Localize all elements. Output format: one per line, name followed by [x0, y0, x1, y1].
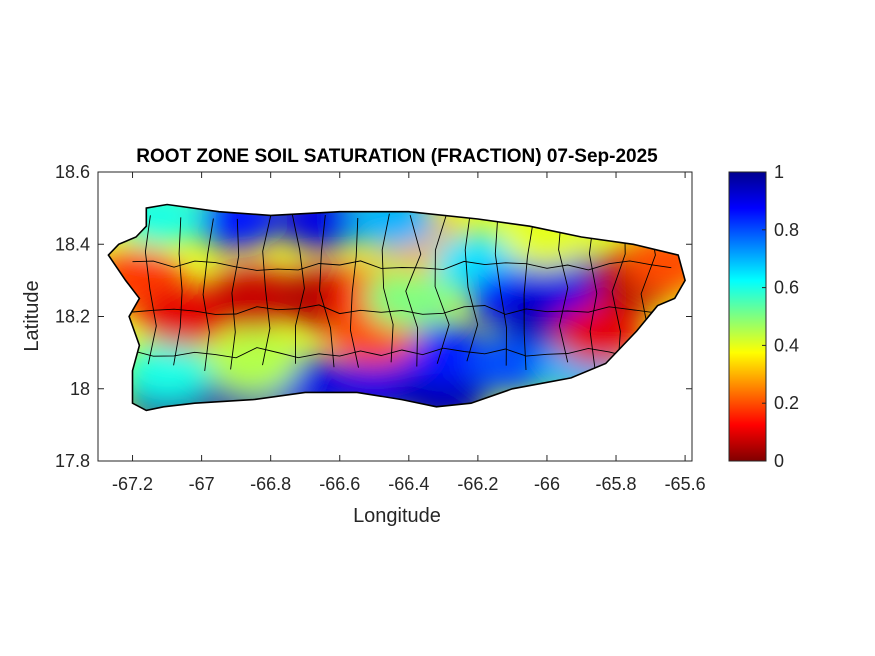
colorbar-ticks: 0 0.2 0.4 0.6 0.8 1 [762, 162, 799, 471]
x-axis-label: Longitude [353, 505, 441, 527]
y-axis-label: Latitude [21, 280, 43, 351]
y-tick-label: 17.8 [55, 451, 90, 471]
saturation-zone [122, 340, 212, 402]
municipal-boundary [319, 214, 335, 368]
y-tick-label: 18.2 [55, 307, 90, 327]
x-tick-label: -66.2 [457, 474, 498, 494]
colorbar-gradient [728, 171, 767, 462]
municipal-boundary [434, 213, 450, 364]
municipal-boundary [173, 217, 183, 366]
municipal-boundary [230, 218, 240, 370]
x-tick-label: -65.6 [665, 474, 706, 494]
y-tick-label: 18.6 [55, 162, 90, 182]
x-tick-label: -67.2 [112, 474, 153, 494]
municipal-boundary [132, 304, 672, 315]
municipal-boundary [144, 215, 157, 365]
municipal-boundary [132, 260, 672, 271]
colorbar-tick-label: 0.6 [774, 278, 799, 298]
saturation-zone [277, 204, 368, 250]
municipal-boundary [588, 215, 598, 370]
x-tick-label: -66.6 [319, 474, 360, 494]
municipal-boundary [464, 212, 479, 362]
colorbar: 0 0.2 0.4 0.6 0.8 1 [728, 162, 799, 471]
municipal-boundary [262, 213, 272, 366]
saturation-zone [398, 321, 489, 384]
saturation-zone [467, 332, 558, 395]
y-tick-label: 18.4 [55, 234, 90, 254]
saturation-zone [139, 285, 230, 348]
colorbar-tick-label: 0.2 [774, 393, 799, 413]
x-axis: -67.2 -67 -66.8 -66.6 -66.4 -66.2 -66 -65.8 -65.… [112, 172, 706, 494]
y-axis: 17.8 18 18.2 18.4 18.6 [55, 162, 692, 471]
municipal-boundary [132, 347, 672, 359]
municipal-boundary [558, 211, 569, 363]
saturation-zone [191, 204, 282, 250]
municipal-boundary [523, 218, 535, 371]
municipal-boundary [349, 217, 359, 368]
colorbar-tick-label: 0.4 [774, 335, 799, 355]
municipal-boundary [494, 216, 507, 366]
x-tick-label: -66.4 [388, 474, 429, 494]
municipal-boundary [381, 213, 394, 363]
saturation-zone [398, 365, 489, 411]
chart-title: ROOT ZONE SOIL SATURATION (FRACTION) 07-… [136, 146, 658, 167]
island-outline [107, 203, 686, 412]
x-tick-label: -66.8 [250, 474, 291, 494]
colorbar-tick-label: 0 [774, 451, 784, 471]
y-tick-label: 18 [70, 379, 90, 399]
municipal-boundary [405, 214, 422, 367]
saturation-zone [346, 204, 437, 250]
x-tick-label: -65.8 [596, 474, 637, 494]
colorbar-tick-label: 1 [774, 162, 784, 182]
municipal-boundary [202, 218, 214, 371]
municipal-boundaries [132, 211, 672, 372]
colorbar-tick-label: 0.8 [774, 220, 799, 240]
municipal-boundary [291, 212, 305, 364]
saturation-zone [208, 332, 299, 395]
x-tick-label: -67 [189, 474, 215, 494]
x-tick-label: -66 [534, 474, 560, 494]
